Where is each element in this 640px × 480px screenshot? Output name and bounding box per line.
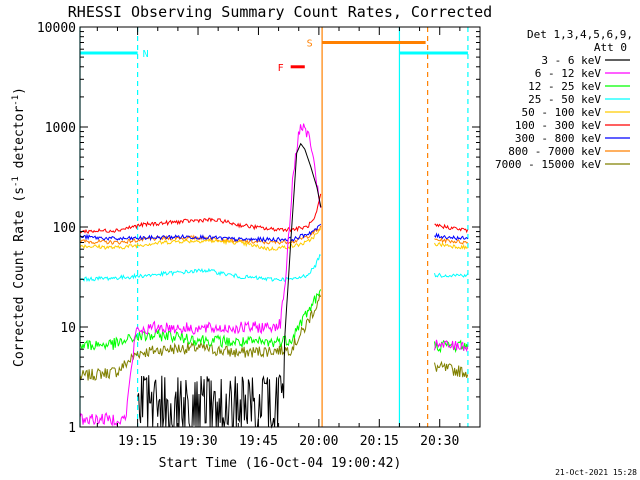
x-tick-label: 20:15 — [360, 434, 399, 449]
series-line-4 — [79, 254, 469, 282]
y-tick-label: 10000 — [37, 21, 76, 36]
x-tick-label: 20:30 — [420, 434, 459, 449]
x-tick-label: 19:45 — [239, 434, 278, 449]
y-axis: 1 10 100 1000 10000 — [37, 21, 480, 436]
flag-label: F — [278, 63, 284, 74]
legend-label: 6 - 12 keV — [535, 67, 602, 80]
y-tick-label: 10 — [60, 321, 76, 336]
series-line-5 — [79, 228, 468, 252]
flag-label: N — [143, 49, 149, 60]
date-stamp: 21-Oct-2021 15:28 — [555, 468, 637, 477]
legend-label: 300 - 800 keV — [515, 132, 601, 145]
plot-area: N S F — [79, 27, 469, 429]
series-line-3 — [79, 289, 469, 354]
series-line-6 — [79, 193, 469, 234]
legend-label: 100 - 300 keV — [515, 119, 601, 132]
legend-label: 50 - 100 keV — [522, 106, 602, 119]
flag-label: S — [307, 38, 313, 49]
y-tick-label: 100 — [53, 221, 76, 236]
x-axis-label: Start Time (16-Oct-04 19:00:42) — [159, 456, 402, 471]
y-axis-label: Corrected Count Rate (s-1 detector-1) — [11, 87, 27, 367]
series-line-1 — [137, 142, 322, 429]
y-tick-label: 1000 — [45, 121, 76, 136]
y-tick-label: 1 — [68, 421, 76, 436]
series-line-9 — [79, 293, 469, 381]
x-axis: 19:15 19:30 19:45 20:00 20:15 20:30 — [96, 27, 481, 449]
series-line-8 — [79, 225, 468, 245]
series-line-7 — [79, 223, 469, 243]
series-line-2 — [79, 123, 469, 427]
legend-header-line1: Det 1,3,4,5,6,9, — [527, 28, 633, 41]
chart-title: RHESSI Observing Summary Count Rates, Co… — [68, 3, 492, 21]
x-tick-label: 19:30 — [178, 434, 217, 449]
legend-label: 3 - 6 keV — [541, 54, 601, 67]
legend-label: 25 - 50 keV — [528, 93, 601, 106]
legend-label: 800 - 7000 keV — [508, 145, 601, 158]
legend-header-line2: Att 0 — [594, 41, 627, 54]
legend-label: 12 - 25 keV — [528, 80, 601, 93]
x-tick-label: 20:00 — [299, 434, 338, 449]
x-tick-label: 19:15 — [118, 434, 157, 449]
legend-label: 7000 - 15000 keV — [495, 158, 601, 171]
plot-frame — [79, 26, 481, 428]
